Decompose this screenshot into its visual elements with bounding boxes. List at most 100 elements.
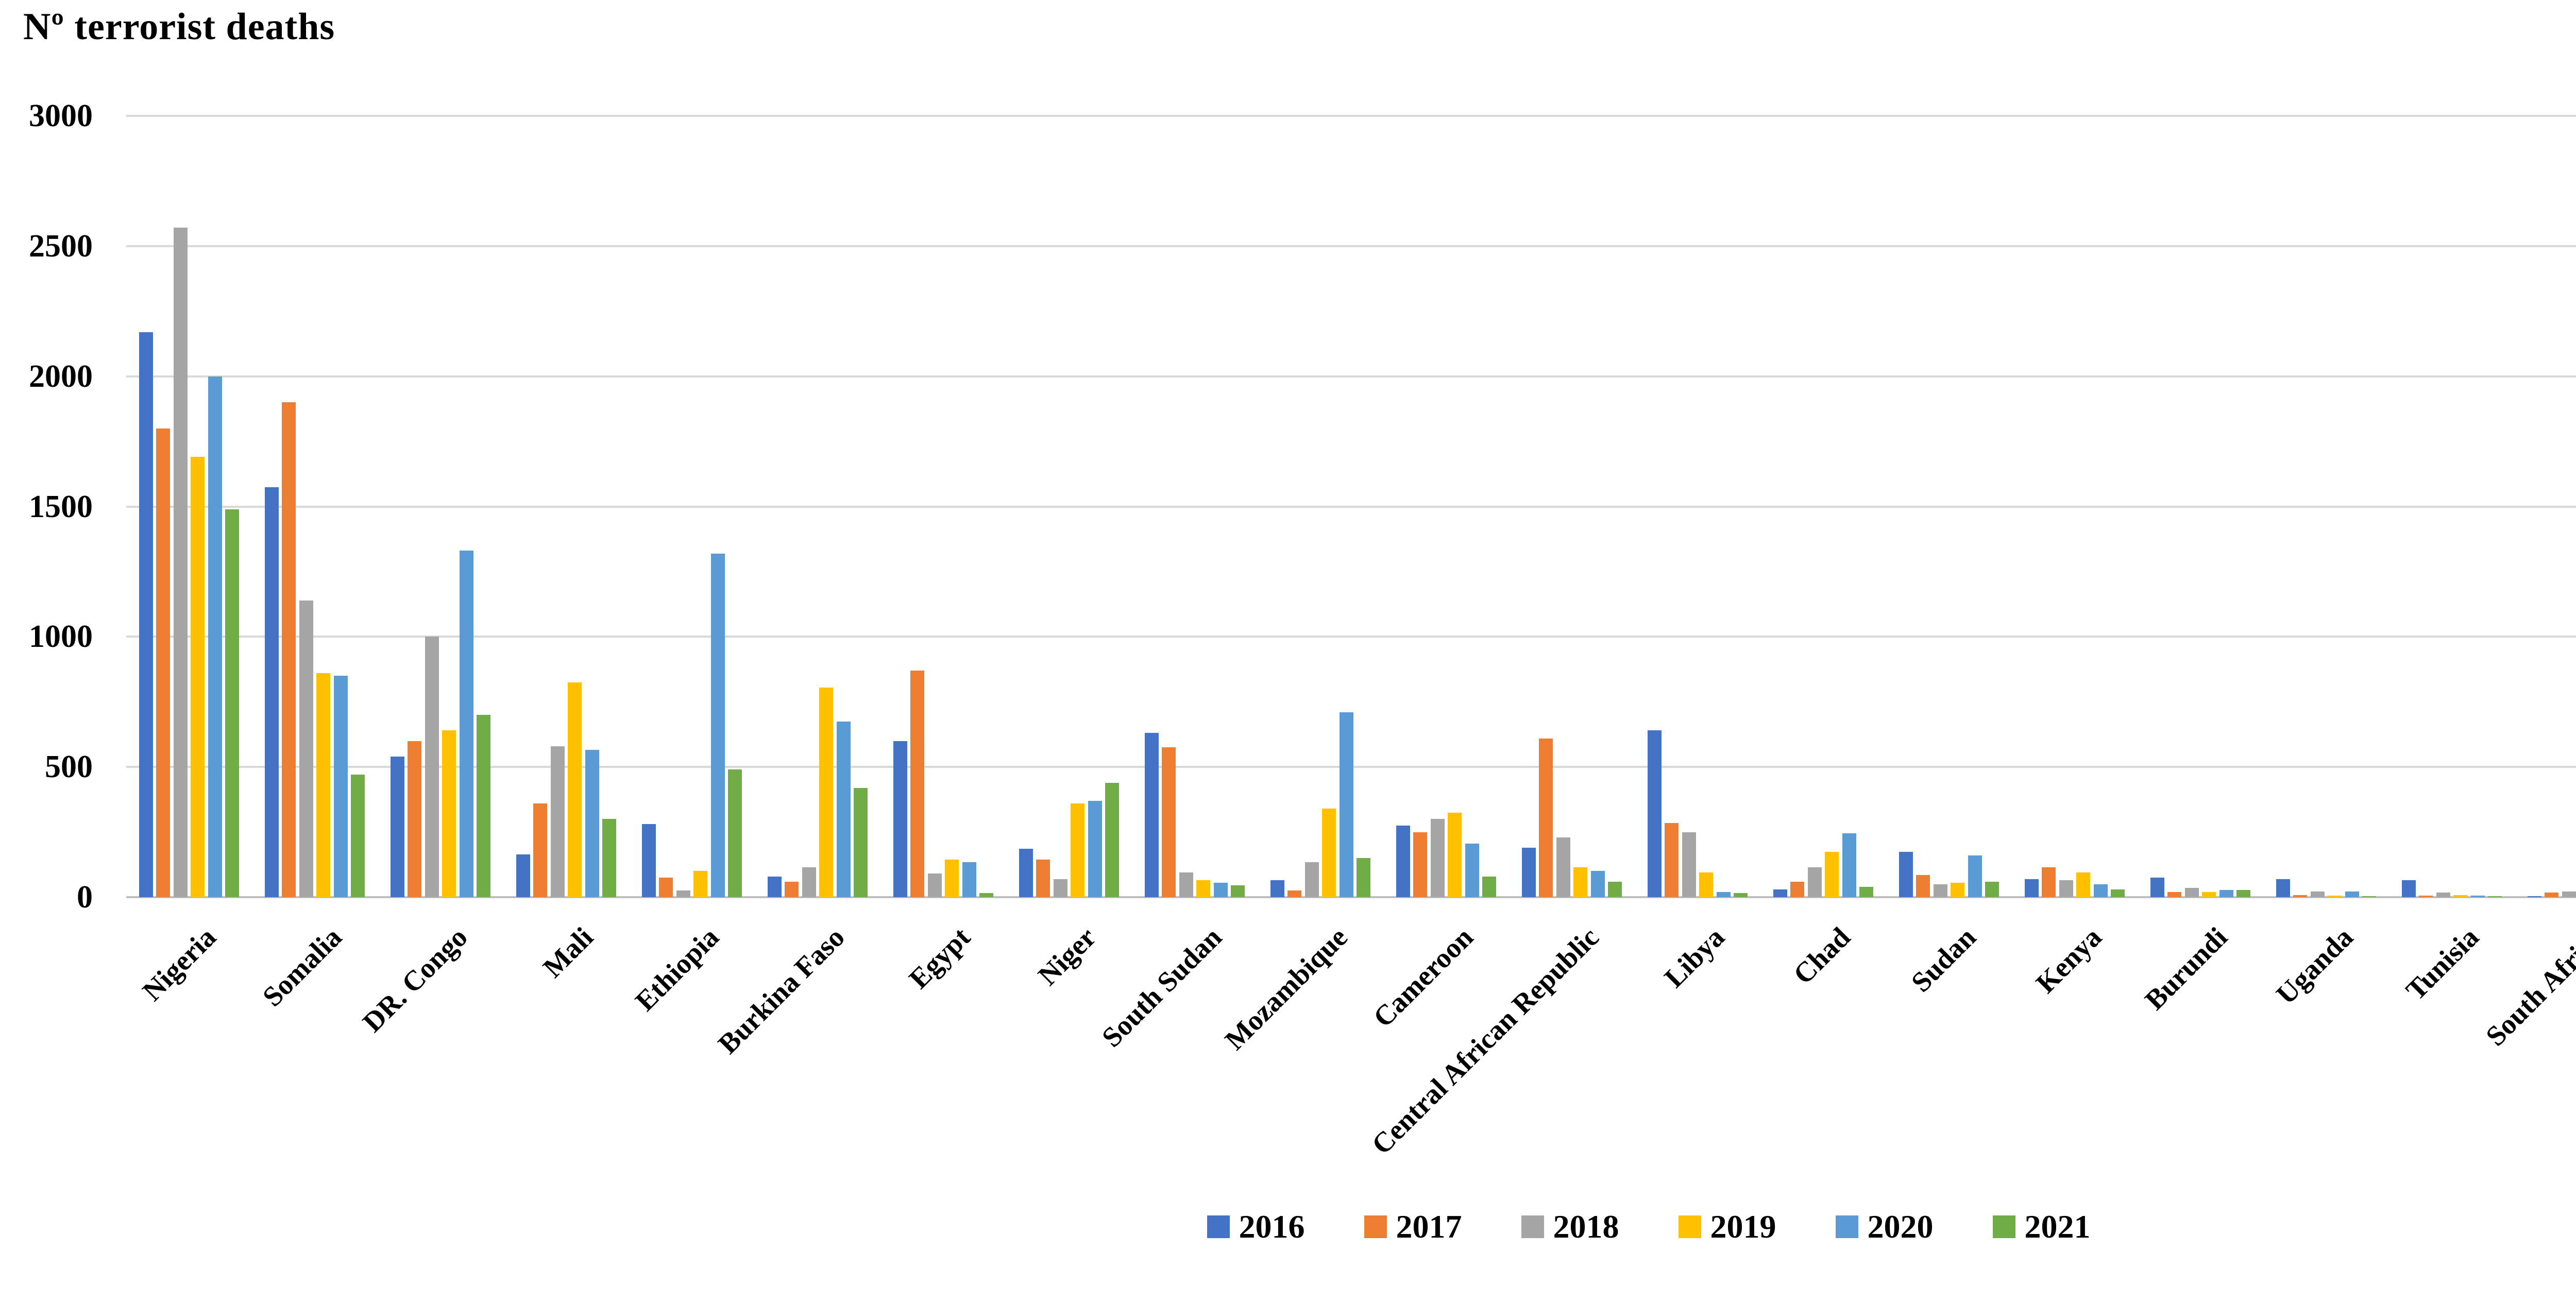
bar-2019 xyxy=(1448,812,1462,897)
x-axis-label: Sudan xyxy=(1905,921,1982,998)
bar-2020 xyxy=(1842,833,1856,897)
bar-2021 xyxy=(225,509,240,897)
y-axis-tick-label: 3000 xyxy=(29,98,93,133)
legend: 2016 2017 2018 2019 2020 2021 xyxy=(0,1210,2576,1243)
bar-2018 xyxy=(425,637,439,897)
bar-2016 xyxy=(1270,880,1284,897)
legend-label: 2019 xyxy=(1710,1208,1776,1245)
x-axis-label: Mozambique xyxy=(1218,921,1353,1056)
bar-2020 xyxy=(2470,896,2485,897)
bar-2017 xyxy=(1036,859,1050,897)
bar-2017 xyxy=(533,803,548,897)
x-axis-label: Central African Republic xyxy=(1365,921,1605,1161)
bar-2019 xyxy=(819,687,834,897)
x-axis-label: Egypt xyxy=(903,921,976,995)
legend-label: 2016 xyxy=(1239,1208,1305,1245)
bar-2017 xyxy=(910,671,925,897)
bar-2020 xyxy=(459,551,473,897)
bar-2018 xyxy=(927,873,942,897)
bar-2018 xyxy=(2562,891,2576,897)
bar-2020 xyxy=(208,376,222,897)
bar-2016 xyxy=(1647,730,1662,897)
x-axis-label: Kenya xyxy=(2029,921,2108,999)
bar-2020 xyxy=(2093,884,2108,897)
bar-2020 xyxy=(585,750,599,897)
x-axis-label: Chad xyxy=(1787,921,1856,990)
bar-2019 xyxy=(1951,883,1965,897)
bar-2021 xyxy=(728,769,742,897)
bar-2019 xyxy=(316,673,331,897)
bar-2017 xyxy=(156,428,171,897)
legend-label: 2018 xyxy=(1553,1208,1619,1245)
x-axis-label: Ethiopia xyxy=(629,921,725,1017)
bar-2019 xyxy=(945,859,959,897)
bar-2016 xyxy=(390,756,404,897)
x-axis-label: Mali xyxy=(536,921,599,984)
bar-2017 xyxy=(1916,875,1930,897)
bar-2021 xyxy=(1357,858,1371,897)
gridline xyxy=(126,505,2576,508)
bar-2019 xyxy=(1322,809,1336,897)
legend-swatch-icon xyxy=(1207,1215,1230,1238)
bar-2018 xyxy=(173,228,188,897)
bar-2020 xyxy=(1968,855,1982,897)
bar-2021 xyxy=(1482,876,1497,897)
bar-2018 xyxy=(2310,891,2325,897)
bar-2019 xyxy=(191,457,205,897)
bar-2016 xyxy=(1521,847,1536,897)
bar-2016 xyxy=(2150,878,2164,897)
legend-item: 2016 xyxy=(1207,1210,1305,1243)
bar-2016 xyxy=(2024,879,2039,897)
gridline xyxy=(126,245,2576,247)
bar-2018 xyxy=(802,867,816,897)
x-axis-label: Burkina Faso xyxy=(711,921,851,1060)
bar-2018 xyxy=(1430,819,1445,897)
gridline xyxy=(126,375,2576,378)
bar-2018 xyxy=(1556,837,1570,897)
bar-2018 xyxy=(1179,872,1193,897)
x-axis-label: South Africa xyxy=(2480,921,2576,1052)
bar-2017 xyxy=(1162,747,1176,897)
bar-2019 xyxy=(568,682,582,897)
bar-2017 xyxy=(2545,892,2559,897)
bar-2016 xyxy=(139,332,153,897)
x-axis-label: DR. Congo xyxy=(357,921,473,1038)
bar-2018 xyxy=(2436,892,2450,897)
bar-2017 xyxy=(2293,895,2308,897)
y-axis-tick-label: 0 xyxy=(77,880,93,915)
bar-2016 xyxy=(1899,851,1913,897)
bar-2021 xyxy=(979,893,994,897)
y-axis-tick-label: 1500 xyxy=(29,489,93,524)
y-axis-tick-label: 500 xyxy=(45,749,93,785)
bar-2019 xyxy=(1573,867,1588,897)
bar-2019 xyxy=(2328,896,2342,897)
legend-item: 2017 xyxy=(1364,1210,1462,1243)
legend-item: 2018 xyxy=(1521,1210,1619,1243)
y-axis-tick-label: 2000 xyxy=(29,358,93,394)
legend-label: 2017 xyxy=(1396,1208,1462,1245)
bar-2017 xyxy=(282,402,296,897)
legend-swatch-icon xyxy=(1992,1215,2015,1238)
bar-2017 xyxy=(1665,822,1679,897)
bar-2016 xyxy=(516,854,530,897)
bar-2017 xyxy=(1539,738,1553,897)
bar-2020 xyxy=(962,862,976,897)
bar-2018 xyxy=(676,890,690,897)
bar-2019 xyxy=(1071,803,1085,897)
legend-label: 2020 xyxy=(1867,1208,1934,1245)
bar-2016 xyxy=(2527,896,2541,897)
bar-2016 xyxy=(767,876,782,897)
bar-2016 xyxy=(1773,889,1787,897)
bar-2021 xyxy=(854,787,868,897)
bar-2020 xyxy=(2219,889,2233,897)
bar-2016 xyxy=(2276,879,2290,897)
bar-2020 xyxy=(2345,891,2359,897)
x-axis-label: Tunisia xyxy=(2399,921,2485,1006)
bar-2021 xyxy=(602,819,617,897)
bar-2020 xyxy=(333,676,348,897)
bar-2019 xyxy=(693,871,708,897)
bar-2019 xyxy=(2202,891,2216,897)
bar-2017 xyxy=(659,878,673,897)
bar-2020 xyxy=(1465,844,1479,897)
bar-2020 xyxy=(1213,883,1228,897)
